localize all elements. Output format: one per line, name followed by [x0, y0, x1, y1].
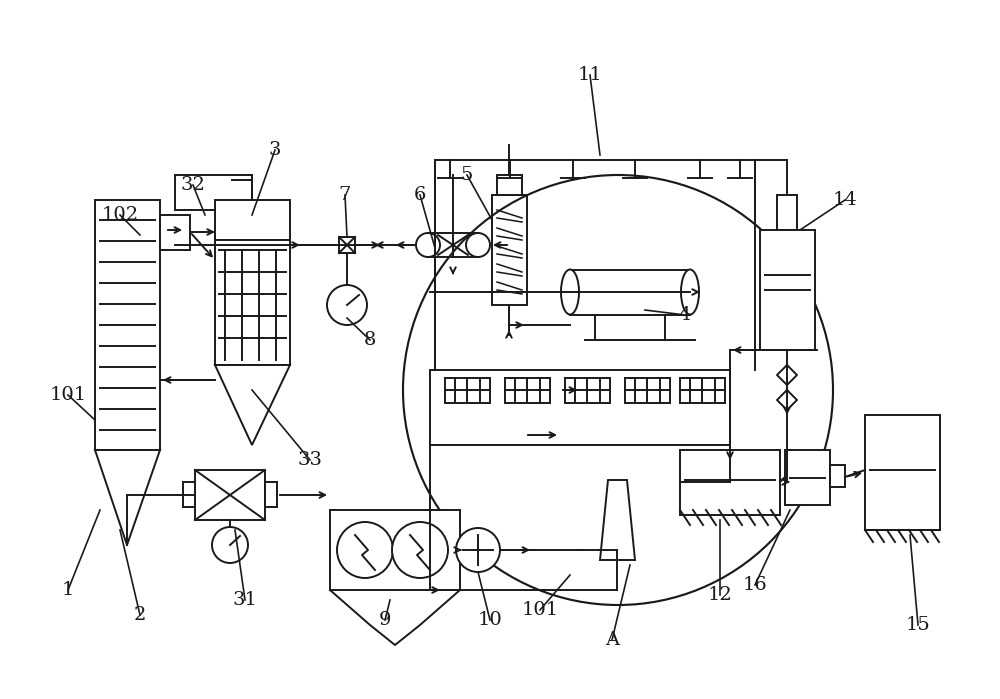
Bar [265, 482, 277, 507]
Text: 12: 12 [708, 586, 732, 604]
Bar [497, 175, 522, 195]
Text: 14: 14 [833, 191, 857, 209]
Text: 101: 101 [49, 386, 87, 404]
Bar [215, 240, 290, 365]
Circle shape [212, 527, 248, 563]
Bar [183, 482, 195, 507]
Bar [505, 378, 550, 403]
Circle shape [392, 522, 448, 578]
Circle shape [466, 233, 490, 257]
Text: 32: 32 [181, 176, 205, 194]
Text: 31: 31 [233, 591, 257, 609]
Text: 8: 8 [364, 331, 376, 349]
Bar [570, 270, 690, 315]
Text: 3: 3 [269, 141, 281, 159]
Text: 4: 4 [679, 306, 691, 324]
Bar [680, 450, 780, 515]
Bar [339, 237, 355, 253]
Circle shape [327, 285, 367, 325]
Bar [777, 195, 797, 230]
Circle shape [416, 233, 440, 257]
Bar [445, 378, 490, 403]
Bar [195, 470, 265, 520]
Text: 102: 102 [101, 206, 139, 224]
Bar [830, 465, 845, 487]
Bar [760, 230, 815, 350]
Bar [430, 370, 730, 445]
Text: 5: 5 [461, 166, 473, 184]
Ellipse shape [561, 270, 579, 315]
Bar [428, 233, 478, 257]
Bar [565, 378, 610, 403]
Text: 33: 33 [298, 451, 322, 469]
Bar [330, 510, 460, 590]
Bar [625, 378, 670, 403]
Bar [95, 200, 160, 450]
Text: 101: 101 [521, 601, 559, 619]
Text: 15: 15 [906, 616, 930, 634]
Bar [160, 215, 190, 250]
Text: 6: 6 [414, 186, 426, 204]
Circle shape [337, 522, 393, 578]
Text: 1: 1 [62, 581, 74, 599]
Circle shape [456, 528, 500, 572]
Text: 2: 2 [134, 606, 146, 624]
Ellipse shape [681, 270, 699, 315]
Text: 9: 9 [379, 611, 391, 629]
Bar [215, 200, 290, 240]
Text: 11: 11 [578, 66, 602, 84]
Polygon shape [215, 365, 290, 445]
Bar [865, 415, 940, 530]
Bar [680, 378, 725, 403]
Polygon shape [600, 480, 635, 560]
Bar [785, 450, 830, 505]
Text: A: A [605, 631, 619, 649]
Bar [492, 195, 527, 305]
Text: 10: 10 [478, 611, 502, 629]
Text: 7: 7 [339, 186, 351, 204]
Polygon shape [95, 450, 160, 545]
Text: 16: 16 [743, 576, 767, 594]
